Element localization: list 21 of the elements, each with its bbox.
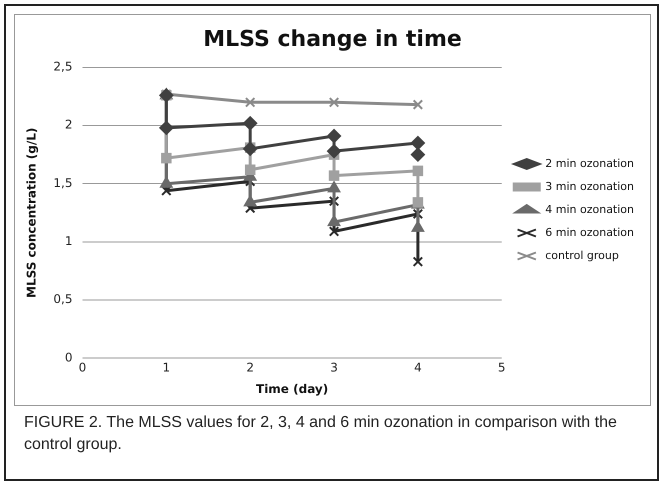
y-tick-label: 1,5 (53, 176, 72, 190)
y-axis-title: MLSS concentration (g/L) (24, 128, 38, 298)
legend-label: 3 min ozonation (545, 180, 634, 193)
x-axis-title: Time (day) (256, 382, 328, 396)
y-tick-label: 2,5 (53, 60, 72, 74)
chart-title: MLSS change in time (203, 26, 462, 52)
x-tick-label: 0 (78, 360, 86, 375)
y-tick-label: 2 (64, 118, 72, 132)
x-tick-label: 1 (162, 360, 170, 375)
legend-label: control group (545, 248, 619, 262)
x-tick-label: 4 (414, 360, 422, 375)
y-tick-label: 1 (64, 234, 72, 248)
x-tick-label: 2 (246, 360, 254, 375)
caption: FIGURE 2. The MLSS values for 2, 3, 4 and 6 min ozonation in comparison with the control group. (24, 413, 618, 455)
legend-label: 6 min ozonation (545, 226, 634, 239)
y-tick-label: 0 (64, 350, 72, 364)
x-tick-label: 5 (498, 360, 506, 375)
legend-label: 2 min ozonation (545, 156, 634, 170)
y-tick-label: 0,5 (53, 292, 72, 306)
x-tick-label: 3 (330, 360, 338, 375)
legend-label: 4 min ozonation (545, 202, 634, 216)
